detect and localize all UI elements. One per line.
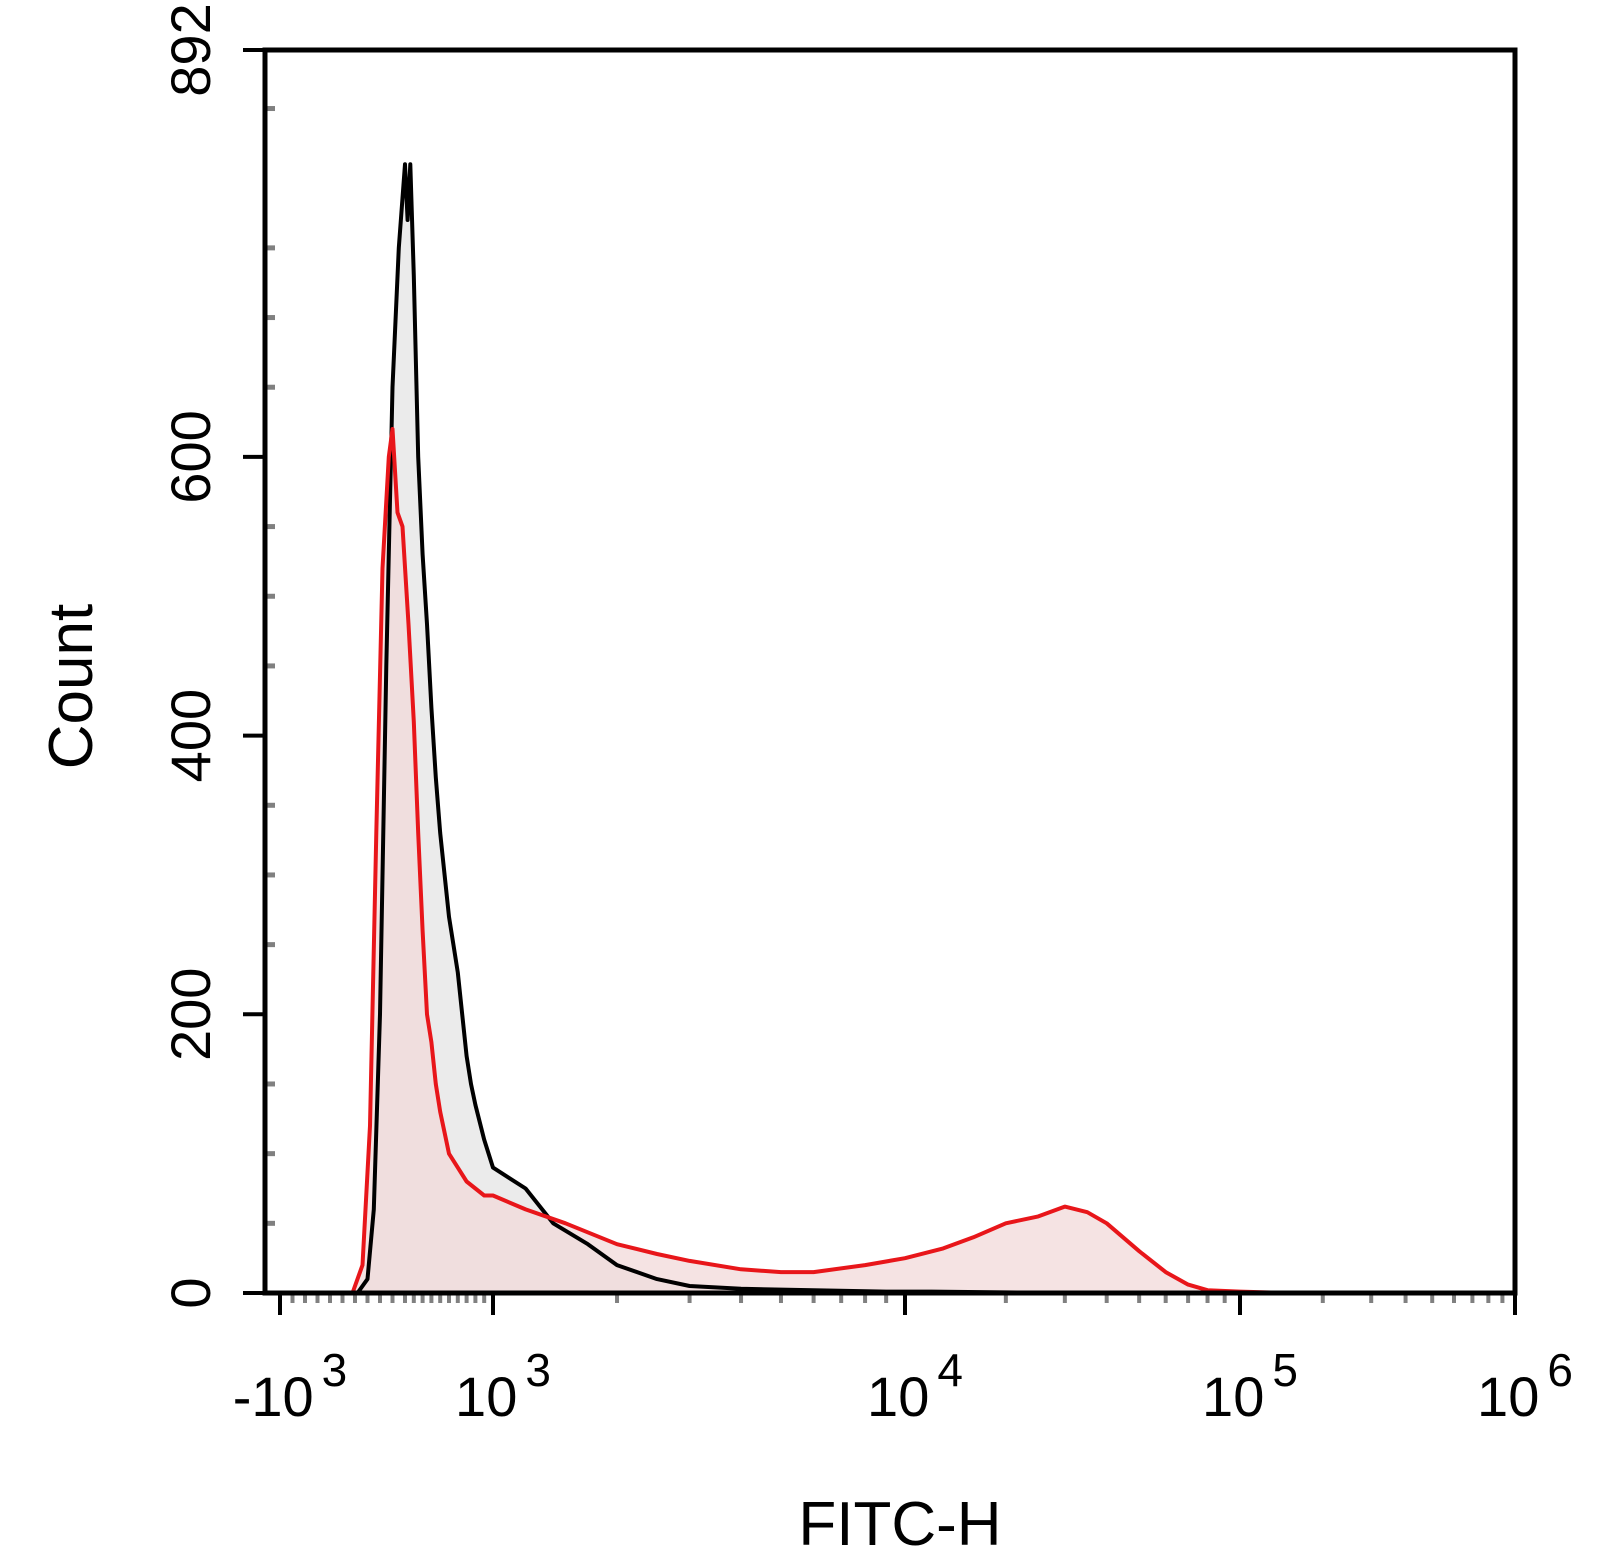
plot-frame — [262, 47, 1518, 1296]
major-ticks — [243, 48, 1517, 1315]
x-tick-label: -10 3 — [233, 1344, 348, 1428]
x-tick-base: -10 — [233, 1365, 314, 1428]
series-sample-fill — [330, 429, 1515, 1293]
x-tick-base: 10 — [1477, 1365, 1539, 1428]
y-tick-label: 600 — [159, 410, 222, 503]
x-tick-exponent: 5 — [1272, 1344, 1298, 1396]
x-tick-base: 10 — [1202, 1365, 1264, 1428]
series-control-fill — [330, 164, 1515, 1293]
x-tick-exponent: 4 — [937, 1344, 963, 1396]
x-tick-base: 10 — [455, 1365, 517, 1428]
y-tick-label: 892 — [159, 3, 222, 96]
x-tick-base: 10 — [867, 1365, 929, 1428]
y-tick-labels: 0 200 400 600 892 — [159, 3, 222, 1308]
y-axis-label: Count — [37, 604, 106, 769]
series-control-line — [330, 162, 1515, 1295]
x-axis-label: FITC-H — [798, 1490, 1001, 1559]
x-tick-label: 10 4 — [867, 1344, 963, 1428]
y-tick-label: 0 — [159, 1277, 222, 1308]
x-tick-labels: -10 3 10 3 10 4 10 5 10 6 — [233, 1344, 1573, 1428]
y-tick-label: 200 — [159, 968, 222, 1061]
series-sample-line — [330, 427, 1515, 1295]
x-tick-exponent: 6 — [1547, 1344, 1573, 1396]
x-tick-exponent: 3 — [322, 1344, 348, 1396]
x-tick-label: 10 5 — [1202, 1344, 1298, 1428]
x-tick-label: 10 6 — [1477, 1344, 1573, 1428]
x-tick-exponent: 3 — [525, 1344, 551, 1396]
x-tick-label: 10 3 — [455, 1344, 551, 1428]
plot-area — [330, 162, 1515, 1295]
y-tick-label: 400 — [159, 689, 222, 782]
